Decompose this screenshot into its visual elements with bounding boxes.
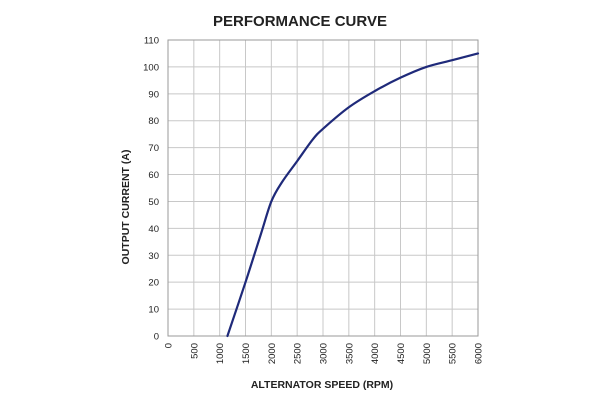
y-tick-label: 80	[148, 116, 159, 127]
y-tick-label: 50	[148, 197, 159, 208]
y-tick-label: 90	[148, 89, 159, 100]
y-tick-label: 20	[148, 278, 159, 289]
plot-area	[167, 39, 479, 337]
series-group	[226, 52, 480, 338]
x-tick-label: 4500	[396, 343, 407, 364]
chart-title: PERFORMANCE CURVE	[213, 13, 387, 30]
x-tick-label: 5500	[448, 343, 459, 364]
y-tick-label: 30	[148, 251, 159, 262]
y-tick-label: 70	[148, 143, 159, 154]
grid	[167, 39, 479, 337]
x-tick-label: 6000	[474, 343, 485, 364]
y-tick-label: 10	[148, 305, 159, 316]
x-tick-label: 2000	[267, 343, 278, 364]
series-line-0	[226, 52, 480, 338]
x-tick-label: 3500	[344, 343, 355, 364]
x-tick-label: 1500	[241, 343, 252, 364]
x-tick-label: 3000	[319, 343, 330, 364]
y-tick-label: 110	[144, 36, 159, 47]
x-tick-label: 4000	[370, 343, 381, 364]
x-tick-label: 5000	[422, 343, 433, 364]
x-tick-label: 1000	[215, 343, 226, 364]
y-axis-ticks: 0 10 20 30 40 50 60 70 80 90 100 110	[143, 36, 159, 343]
x-tick-label: 0	[164, 343, 175, 348]
y-tick-label: 0	[154, 332, 159, 343]
y-tick-label: 60	[148, 170, 159, 181]
x-axis-label: ALTERNATOR SPEED (RPM)	[251, 379, 393, 391]
y-tick-label: 100	[143, 62, 159, 73]
x-tick-label: 2500	[293, 343, 304, 364]
x-tick-label: 500	[189, 343, 200, 359]
y-tick-label: 40	[148, 224, 159, 235]
x-axis-ticks: 0 500 1000 1500 2000 2500 3000 3500 4000 4500 5000…	[164, 343, 485, 364]
y-axis-label: OUTPUT CURRENT (A)	[120, 150, 132, 265]
